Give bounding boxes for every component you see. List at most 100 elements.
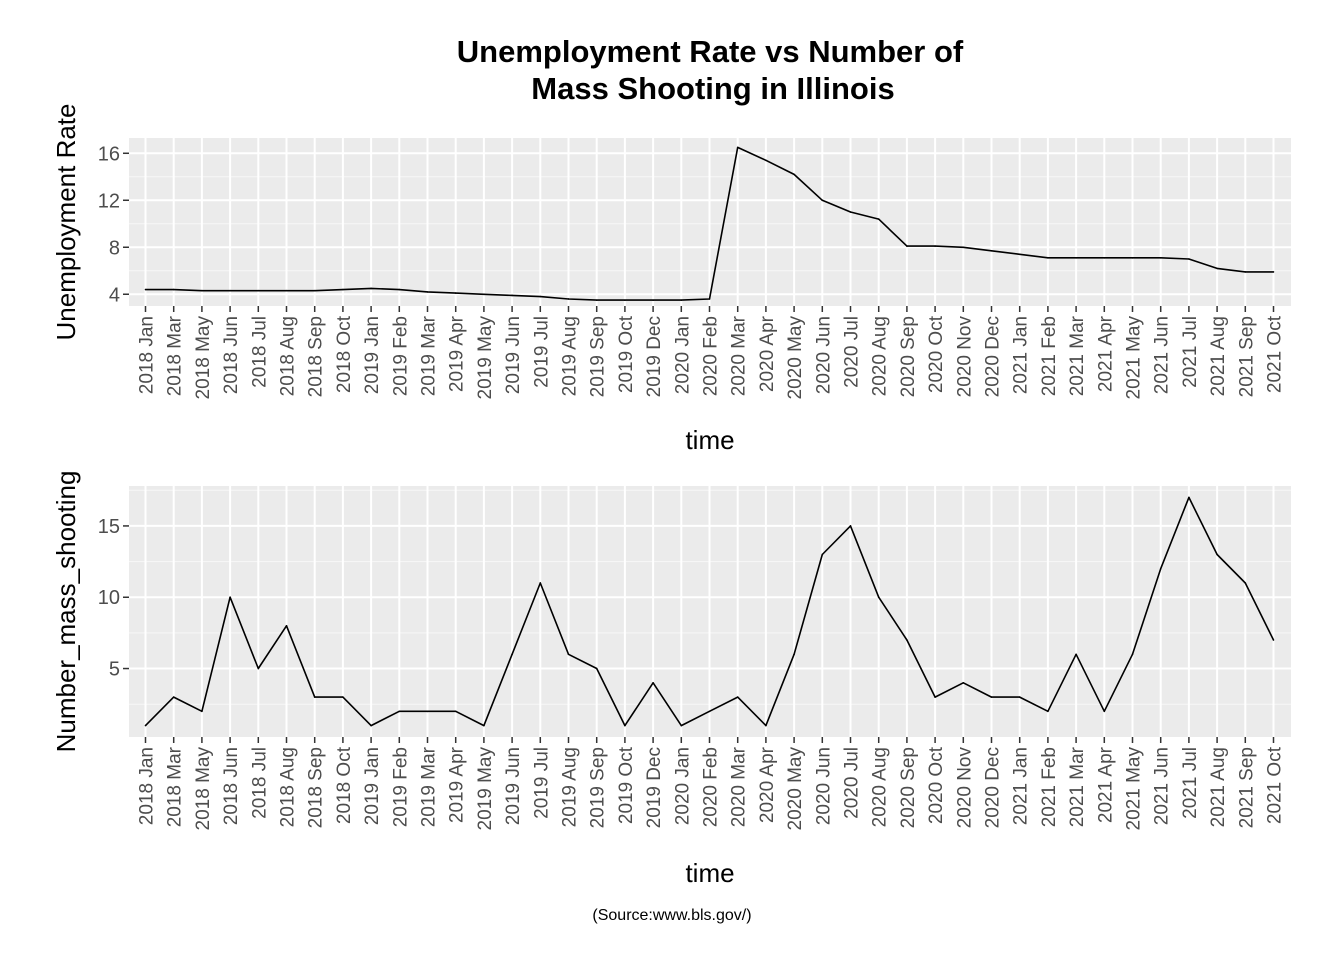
data-point — [595, 299, 598, 301]
chart-title-line-1: Unemployment Rate vs Number of — [457, 34, 964, 69]
data-point — [172, 696, 175, 698]
data-point — [1075, 653, 1077, 656]
x-tick-label: 2020 Sep — [898, 316, 919, 397]
x-tick-label: 2019 Oct — [616, 315, 637, 393]
data-point — [172, 288, 175, 291]
y-axis-title: Number_mass_shooting — [51, 471, 81, 753]
x-tick-label: 2019 Feb — [390, 316, 411, 396]
x-tick-label: 2019 Aug — [560, 747, 581, 827]
data-point — [1103, 710, 1106, 713]
x-tick-label: 2021 Feb — [1039, 316, 1060, 396]
y-tick-label: 5 — [109, 659, 120, 681]
x-tick-label: 2019 Oct — [616, 746, 637, 824]
data-point — [144, 724, 147, 727]
data-point — [313, 696, 316, 698]
data-point — [539, 582, 542, 584]
x-tick-label: 2020 Oct — [926, 746, 947, 824]
x-tick-label: 2020 Sep — [898, 747, 919, 828]
data-point — [708, 298, 711, 300]
y-tick-label: 16 — [98, 143, 120, 165]
data-point — [962, 682, 965, 684]
x-tick-label: 2018 Jan — [137, 316, 158, 394]
x-tick-label: 2020 Jun — [813, 316, 834, 394]
x-tick-label: 2020 Jan — [672, 316, 693, 394]
data-point — [370, 724, 372, 727]
x-tick-label: 2018 Jul — [249, 316, 270, 388]
x-tick-label: 2019 Mar — [419, 315, 440, 396]
y-tick-label: 8 — [109, 237, 120, 259]
data-point — [1188, 258, 1190, 260]
x-tick-label: 2021 Aug — [1208, 747, 1229, 827]
x-tick-label: 2019 Jun — [503, 747, 524, 825]
x-tick-label: 2021 Mar — [1067, 315, 1088, 396]
x-tick-label: 2018 Mar — [165, 746, 186, 827]
x-tick-label: 2021 Jul — [1180, 747, 1201, 819]
data-point — [1047, 257, 1049, 259]
data-point — [1159, 567, 1162, 570]
x-tick-label: 2021 Apr — [1095, 315, 1116, 392]
x-tick-label: 2020 Jul — [842, 747, 863, 819]
x-tick-label: 2019 Sep — [588, 316, 609, 397]
x-tick-label: 2020 Aug — [870, 316, 891, 396]
x-tick-label: 2020 Mar — [729, 315, 750, 396]
data-point — [849, 525, 852, 527]
x-tick-label: 2019 Jun — [503, 316, 524, 394]
data-point — [1244, 582, 1247, 584]
x-tick-label: 2018 Oct — [334, 746, 355, 824]
data-point — [398, 710, 401, 713]
data-point — [370, 287, 372, 290]
x-tick-label: 2019 Sep — [588, 747, 609, 828]
y-axis-title: Unemployment Rate — [51, 104, 81, 341]
data-point — [624, 724, 626, 727]
data-point — [736, 696, 739, 698]
data-point — [877, 218, 880, 220]
x-tick-label: 2020 Apr — [757, 746, 778, 823]
x-tick-label: 2018 May — [193, 747, 214, 831]
data-point — [313, 289, 316, 292]
x-axis-title: time — [685, 425, 734, 455]
data-point — [511, 653, 513, 656]
x-tick-label: 2021 Jan — [1011, 316, 1032, 394]
x-tick-label: 2021 Jul — [1180, 316, 1201, 388]
x-tick-label: 2019 Dec — [644, 316, 665, 397]
data-point — [793, 653, 795, 656]
x-tick-label: 2018 Sep — [306, 316, 327, 397]
source-caption: (Source:www.bls.gov/) — [592, 907, 751, 924]
x-tick-label: 2018 Aug — [278, 316, 299, 396]
x-tick-label: 2021 Oct — [1265, 315, 1286, 393]
data-point — [201, 289, 203, 292]
x-tick-label: 2021 Feb — [1039, 747, 1060, 827]
chart-panel-2: 5 10 15 2018 Jan 2018 Mar 2018 May 2018 Jun 201… — [51, 471, 1291, 888]
data-point — [1216, 267, 1218, 270]
data-point — [1188, 496, 1190, 499]
data-point — [454, 292, 457, 294]
y-tick-label: 15 — [98, 516, 120, 538]
data-point — [906, 245, 908, 247]
data-point — [567, 653, 570, 656]
data-point — [1131, 257, 1134, 259]
x-tick-label: 2020 Jul — [842, 316, 863, 388]
x-tick-label: 2021 Mar — [1067, 746, 1088, 827]
data-point — [821, 199, 824, 202]
data-point — [398, 288, 401, 291]
x-tick-label: 2018 Jan — [137, 747, 158, 825]
data-point — [990, 249, 993, 252]
x-tick-label: 2018 Sep — [306, 747, 327, 828]
data-point — [229, 289, 231, 292]
x-tick-label: 2020 Nov — [954, 316, 975, 398]
data-point — [342, 696, 344, 698]
x-tick-label: 2020 Nov — [954, 747, 975, 829]
x-tick-label: 2020 Apr — [757, 315, 778, 392]
data-point — [1018, 696, 1021, 698]
data-point — [990, 696, 993, 698]
data-point — [962, 246, 965, 249]
data-point — [708, 710, 711, 713]
x-tick-label: 2020 Mar — [729, 746, 750, 827]
data-point — [1018, 253, 1021, 256]
data-point — [257, 289, 260, 292]
data-point — [934, 245, 936, 247]
data-point — [454, 710, 457, 713]
x-tick-label: 2019 Jan — [362, 316, 383, 394]
data-point — [1272, 271, 1275, 273]
x-tick-label: 2020 Dec — [983, 747, 1004, 828]
